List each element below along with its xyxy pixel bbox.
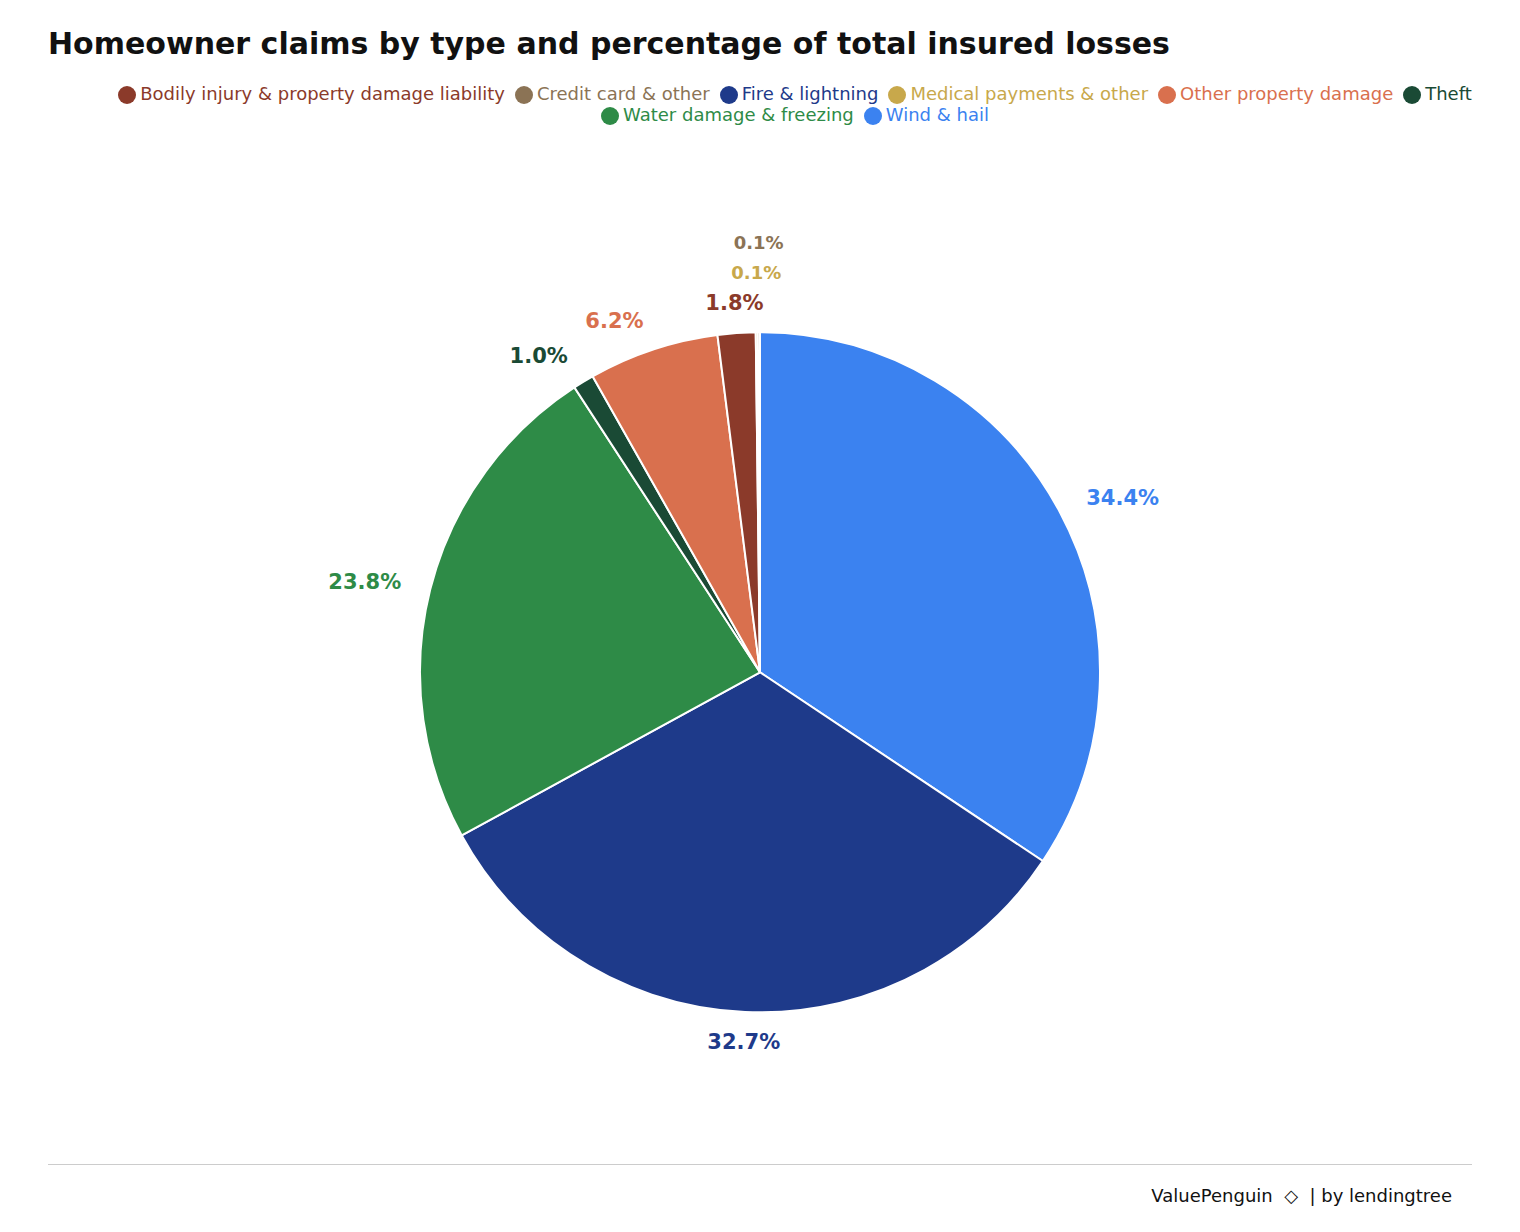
svg-text:1.0%: 1.0% (510, 344, 568, 368)
html-text:Theft: Theft (1425, 83, 1472, 104)
html-text:Homeowner claims by type and p: Homeowner claims by type and percentage … (48, 25, 1170, 61)
html-text:Water damage & freezing: Water damage & freezing (623, 104, 854, 125)
html-text:Medical payments & other: Medical payments & other (910, 83, 1149, 104)
svg-text:32.7%: 32.7% (707, 1030, 780, 1054)
svg-text:0.1%: 0.1% (734, 232, 784, 253)
html-text:Wind & hail: Wind & hail (885, 104, 989, 125)
html-text:ValuePenguin ◇ | by lendingtre: ValuePenguin ◇ | by lendingtree (1151, 1184, 1452, 1206)
svg-text:34.4%: 34.4% (1086, 486, 1159, 510)
svg-text:6.2%: 6.2% (585, 309, 643, 333)
html-text:Other property damage: Other property damage (1180, 83, 1394, 104)
html-text:Fire & lightning: Fire & lightning (741, 83, 879, 104)
html-text:Credit card & other: Credit card & other (536, 83, 710, 104)
svg-text:23.8%: 23.8% (328, 570, 401, 594)
svg-text:1.8%: 1.8% (705, 291, 763, 315)
html-text:Bodily injury & property damag: Bodily injury & property damage liabilit… (140, 83, 505, 104)
svg-text:0.1%: 0.1% (731, 262, 781, 283)
